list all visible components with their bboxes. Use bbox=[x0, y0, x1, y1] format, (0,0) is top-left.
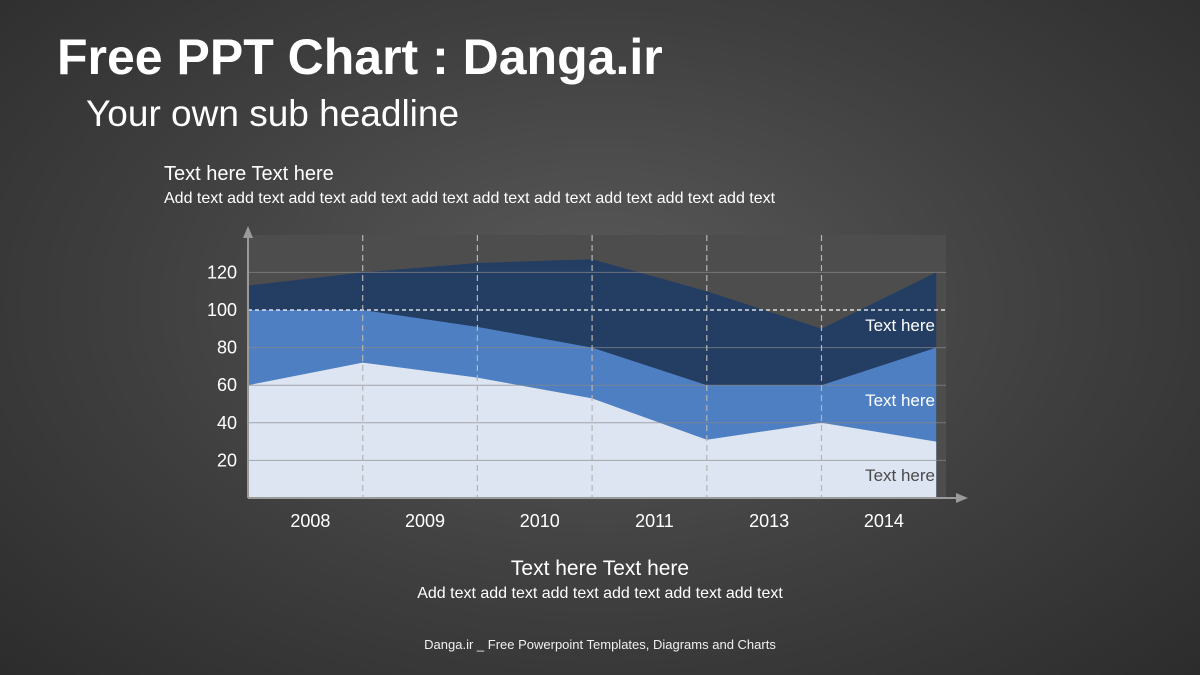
page-title: Free PPT Chart : Danga.ir bbox=[57, 29, 663, 85]
y-axis-arrow bbox=[243, 226, 253, 238]
series-label-2: Text here bbox=[865, 391, 935, 410]
y-tick-label: 80 bbox=[217, 338, 237, 358]
chart-description: Add text add text add text add text add … bbox=[164, 190, 776, 207]
series-label-3: Text here bbox=[865, 316, 935, 335]
series-label-1: Text here bbox=[865, 466, 935, 485]
footer-credit: Danga.ir _ Free Powerpoint Templates, Di… bbox=[424, 637, 776, 652]
x-tick-label: 2010 bbox=[520, 511, 560, 531]
x-axis-arrow bbox=[956, 493, 968, 503]
y-tick-label: 40 bbox=[217, 413, 237, 433]
bottom-description: Add text add text add text add text add … bbox=[417, 585, 783, 602]
bottom-heading: Text here Text here bbox=[510, 557, 690, 580]
x-tick-label: 2008 bbox=[290, 511, 330, 531]
chart-heading: Text here Text here bbox=[164, 163, 334, 185]
y-tick-label: 100 bbox=[207, 300, 237, 320]
y-tick-label: 60 bbox=[217, 375, 237, 395]
page-subtitle: Your own sub headline bbox=[86, 93, 460, 134]
x-tick-label: 2011 bbox=[635, 511, 674, 531]
y-tick-label: 20 bbox=[217, 450, 237, 470]
y-tick-label: 120 bbox=[207, 262, 237, 282]
x-tick-label: 2014 bbox=[864, 511, 904, 531]
x-tick-label: 2013 bbox=[749, 511, 789, 531]
x-tick-label: 2009 bbox=[405, 511, 445, 531]
